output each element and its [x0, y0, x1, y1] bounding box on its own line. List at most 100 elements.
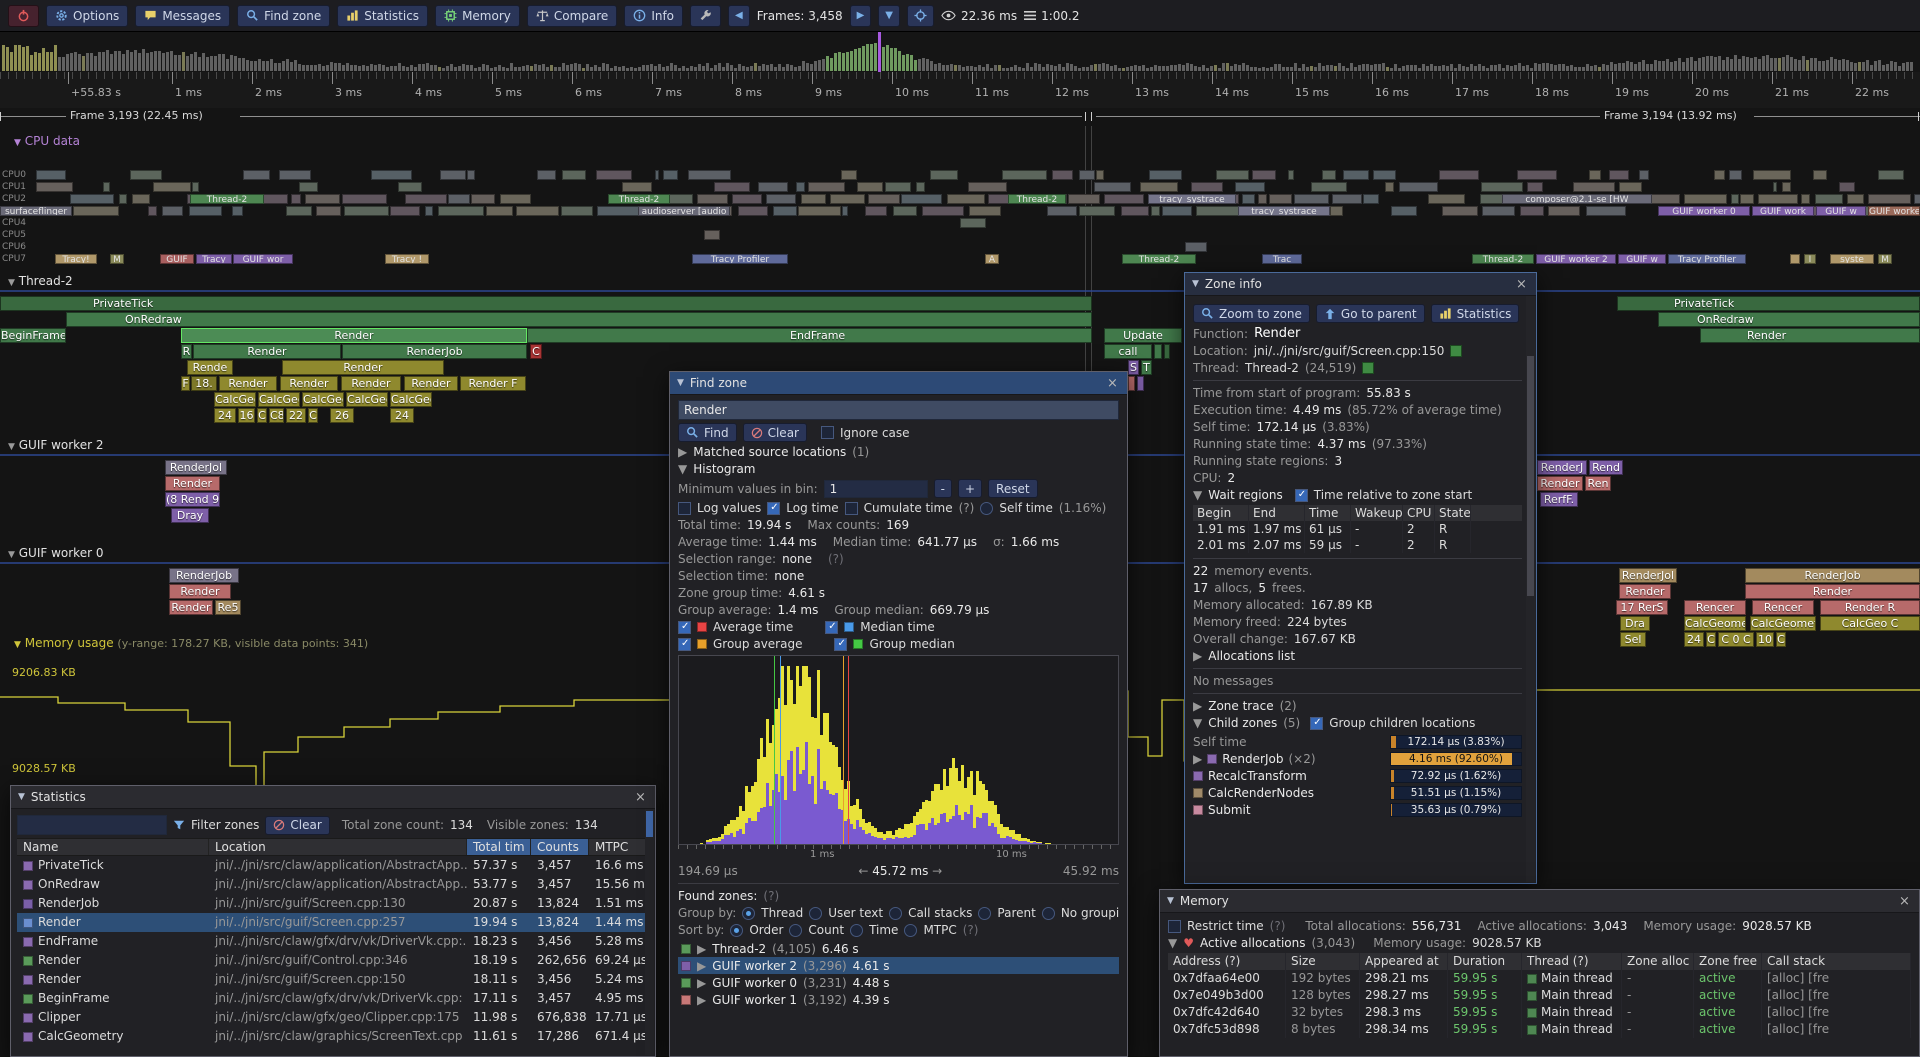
find-zone-button[interactable]: Find zone [237, 4, 331, 27]
timeline-zone[interactable]: 24 [214, 408, 236, 423]
search-input[interactable] [678, 400, 1119, 420]
cpu-zone[interactable] [704, 230, 720, 240]
cpu-zone[interactable]: GUIF worker 2 [1536, 254, 1616, 264]
collapse-arrow-icon[interactable]: ▼ [1192, 279, 1199, 289]
timeline-zone[interactable]: C [530, 344, 542, 359]
timeline-zone[interactable]: RenderJol [1619, 568, 1677, 583]
found-zone-group-row[interactable]: ▶ GUIF worker 0 (3,231) 4.48 s [678, 974, 1119, 991]
radio-no-grouping[interactable] [1041, 906, 1055, 920]
child-zone-row[interactable]: ▶ RenderJob (×2) 4.16 ms (92.60%) [1193, 750, 1522, 767]
timeline-zone[interactable]: C8 [269, 408, 284, 423]
cpu-zone[interactable]: surfaceflinger [0, 206, 72, 216]
scrollbar[interactable] [1526, 296, 1535, 882]
column-header[interactable]: Call stack [1762, 953, 1911, 970]
timeline-zone[interactable]: RerfF. [1540, 492, 1578, 507]
close-icon[interactable]: × [1107, 375, 1118, 391]
memory-titlebar[interactable]: ▼ Memory × [1160, 890, 1919, 913]
selected-frame-marker[interactable] [878, 32, 881, 72]
zoom-to-zone-button[interactable]: Zoom to zone [1193, 304, 1310, 323]
cell-call-stack[interactable]: [alloc] [fre [1762, 970, 1911, 987]
goto-frame-button[interactable] [907, 4, 934, 27]
scrollbar[interactable] [645, 809, 654, 1055]
timeline-zone[interactable]: CalcGeome [1684, 616, 1746, 631]
cpu-zone[interactable]: GUIF [160, 254, 194, 264]
thread-value[interactable]: Thread-2 [1245, 361, 1299, 375]
cpu-zone[interactable]: Thread-2 [190, 194, 264, 204]
cpu-zone[interactable]: audioserver [audio [638, 206, 730, 216]
column-header[interactable]: Address (?) [1168, 953, 1286, 970]
cpu-zone[interactable] [960, 218, 986, 228]
frame-dropdown-button[interactable]: ▼ [878, 4, 900, 27]
find-zone-titlebar[interactable]: ▼ Find zone × [670, 372, 1127, 395]
table-row[interactable]: Render jni/../jni/src/guif/Control.cpp:34… [17, 951, 649, 970]
timeline-zone[interactable]: CalcGeo [302, 392, 344, 407]
radio-self-time[interactable] [980, 501, 994, 515]
table-row[interactable]: Render jni/../jni/src/guif/Screen.cpp:150… [17, 970, 649, 989]
radio-call-stacks[interactable] [889, 906, 903, 920]
checkbox-group-average[interactable] [678, 637, 691, 651]
cpu-zone[interactable]: Tracy ! [385, 254, 429, 264]
options-button[interactable]: Options [46, 4, 129, 27]
column-header[interactable]: Thread (?) [1522, 953, 1622, 970]
memory-button[interactable]: Memory [435, 4, 520, 27]
cell-call-stack[interactable]: [alloc] [fre [1762, 1004, 1911, 1021]
timeline-zone[interactable]: RenderJob [169, 568, 239, 583]
column-header[interactable]: Name [17, 839, 209, 855]
column-header[interactable]: Zone free [1694, 953, 1762, 970]
timeline-zone[interactable]: Re5 [215, 600, 241, 615]
collapse-arrow-icon[interactable]: ▼ [677, 378, 684, 388]
go-to-parent-button[interactable]: Go to parent [1315, 304, 1425, 323]
timeline-zone[interactable]: EndFrame [527, 328, 1092, 343]
radio-count[interactable] [789, 923, 803, 937]
cpu-zone[interactable]: composer@2.1-se [HW [1502, 194, 1652, 204]
timeline-zone[interactable]: C [308, 408, 318, 423]
collapse-arrow-icon[interactable]: ▼ [1167, 896, 1174, 906]
timeline-zone[interactable]: Render [165, 476, 220, 491]
column-header[interactable]: Total tim [467, 839, 531, 855]
cpu-zone[interactable]: GUIF w [1618, 254, 1666, 264]
timeline-zone[interactable]: R [181, 344, 192, 359]
cpu-zone[interactable]: Tracy Profiler [1668, 254, 1746, 264]
cpu-zone[interactable]: GUIF w [1816, 206, 1866, 216]
timeline-zone[interactable]: F [181, 376, 190, 391]
timeline-zone[interactable]: Sel [1620, 632, 1646, 647]
column-header[interactable]: Counts [531, 839, 589, 855]
table-row[interactable]: EndFrame jni/../jni/src/claw/gfx/drv/vk/D… [17, 932, 649, 951]
timeline-zone[interactable]: Render [193, 344, 341, 359]
cpu-zone[interactable]: Thread-2 [608, 194, 670, 204]
timeline-zone[interactable]: Render [282, 360, 444, 375]
timeline-zone[interactable]: Dra [1620, 616, 1650, 631]
collapse-arrow-icon[interactable]: ▼ [18, 792, 25, 802]
timeline-zone[interactable]: Rencer [1684, 600, 1746, 615]
timeline-zone[interactable]: S [1128, 360, 1139, 375]
table-row[interactable]: BeginFrame jni/../jni/src/claw/gfx/drv/vk… [17, 989, 649, 1008]
cpu-zone[interactable]: syste [1830, 254, 1874, 264]
timeline-zone[interactable]: Render [169, 600, 213, 615]
close-icon[interactable]: × [635, 789, 646, 805]
timeline-zone[interactable]: Render [181, 328, 527, 343]
allocation-row[interactable]: 0x7dfc42d640 32 bytes 298.3 ms 59.95 s Main … [1168, 1004, 1911, 1021]
allocation-row[interactable]: 0x7e049b3d00 128 bytes 298.27 ms 59.95 s Mai… [1168, 987, 1911, 1004]
memory-window[interactable]: ▼ Memory × Restrict time (?) Total alloc… [1159, 889, 1920, 1057]
timeline-zone[interactable]: BeginFrame [0, 328, 66, 343]
cpu-zone[interactable]: M [110, 254, 124, 264]
timeline-zone[interactable]: RenderJob [1745, 568, 1920, 583]
cpu-zone[interactable]: Trac [1262, 254, 1302, 264]
help-icon[interactable]: (?) [1269, 919, 1286, 933]
timeline-zone[interactable]: PrivateTick [1617, 296, 1920, 311]
checkbox-group-median[interactable] [834, 637, 848, 651]
timeline-zone[interactable]: Render [169, 584, 231, 599]
table-row[interactable]: OnRedraw jni/../jni/src/claw/application/… [17, 875, 649, 894]
scrollbar-thumb[interactable] [646, 811, 653, 837]
timeline-zone[interactable]: Ren [1585, 476, 1611, 491]
cpu-zone[interactable]: Tracy [196, 254, 232, 264]
location-value[interactable]: jni/../jni/src/guif/Screen.cpp:150 [1253, 344, 1445, 358]
cpu-zone[interactable]: GUIF work [1752, 206, 1814, 216]
help-icon[interactable]: (?) [763, 889, 780, 903]
timeline-zone[interactable]: Render [404, 376, 458, 391]
timeline-zone[interactable]: CalcGeo [346, 392, 388, 407]
clear-filter-button[interactable]: Clear [265, 815, 330, 835]
reset-button[interactable]: Reset [988, 479, 1038, 498]
histogram-toggle[interactable]: ▼ Histogram [678, 462, 1119, 476]
timeline-zone[interactable]: RenderJol [165, 460, 227, 475]
